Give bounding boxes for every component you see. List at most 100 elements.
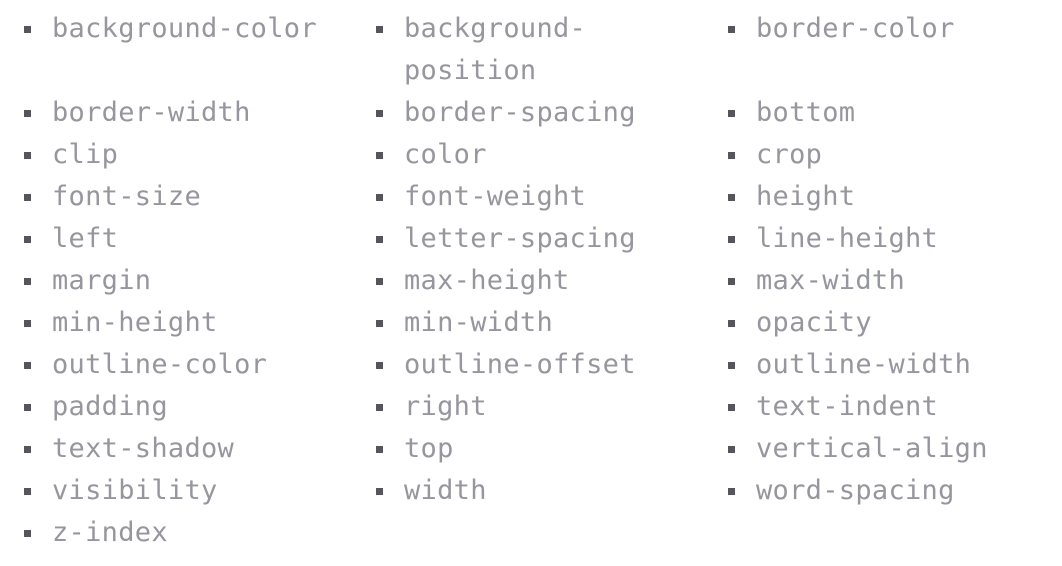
list-item: font-weight bbox=[372, 176, 724, 218]
list-item: color bbox=[372, 134, 724, 176]
property-name: background-color bbox=[52, 13, 317, 44]
property-name: padding bbox=[52, 391, 168, 422]
list-item: background-color bbox=[20, 8, 372, 92]
property-name: color bbox=[404, 139, 487, 170]
property-name: margin bbox=[52, 265, 152, 296]
list-item: max-height bbox=[372, 260, 724, 302]
bullet-icon bbox=[728, 404, 735, 411]
bullet-icon bbox=[24, 194, 31, 201]
bullet-icon bbox=[376, 26, 383, 33]
list-item: margin bbox=[20, 260, 372, 302]
property-name: left bbox=[52, 223, 119, 254]
property-name: border-color bbox=[756, 13, 955, 44]
bullet-icon bbox=[24, 488, 31, 495]
bullet-icon bbox=[24, 278, 31, 285]
list-item: border-spacing bbox=[372, 92, 724, 134]
bullet-icon bbox=[376, 236, 383, 243]
list-item: opacity bbox=[724, 302, 1050, 344]
bullet-icon bbox=[376, 320, 383, 327]
property-name: width bbox=[404, 475, 487, 506]
bullet-icon bbox=[728, 194, 735, 201]
bullet-icon bbox=[728, 446, 735, 453]
property-name: bottom bbox=[756, 97, 856, 128]
list-item: clip bbox=[20, 134, 372, 176]
bullet-icon bbox=[376, 404, 383, 411]
bullet-icon bbox=[728, 488, 735, 495]
bullet-icon bbox=[728, 362, 735, 369]
bullet-icon bbox=[376, 446, 383, 453]
bullet-icon bbox=[376, 110, 383, 117]
list-item: top bbox=[372, 428, 724, 470]
list-item: background-position bbox=[372, 8, 724, 92]
list-item: vertical-align bbox=[724, 428, 1050, 470]
list-item: min-width bbox=[372, 302, 724, 344]
list-item: font-size bbox=[20, 176, 372, 218]
list-item: line-height bbox=[724, 218, 1050, 260]
list-item: letter-spacing bbox=[372, 218, 724, 260]
bullet-icon bbox=[24, 362, 31, 369]
property-name: crop bbox=[756, 139, 823, 170]
property-name: height bbox=[756, 181, 856, 212]
list-item: bottom bbox=[724, 92, 1050, 134]
bullet-icon bbox=[24, 530, 31, 537]
bullet-icon bbox=[728, 320, 735, 327]
bullet-icon bbox=[24, 26, 31, 33]
bullet-icon bbox=[376, 278, 383, 285]
property-name: visibility bbox=[52, 475, 218, 506]
property-name: outline-width bbox=[756, 349, 972, 380]
property-name: z-index bbox=[52, 517, 168, 548]
list-item: text-indent bbox=[724, 386, 1050, 428]
property-name: border-spacing bbox=[404, 97, 636, 128]
list-item: border-color bbox=[724, 8, 1050, 92]
property-name: vertical-align bbox=[756, 433, 988, 464]
bullet-icon bbox=[728, 26, 735, 33]
list-item: visibility bbox=[20, 470, 372, 512]
property-name: font-size bbox=[52, 181, 201, 212]
list-item: right bbox=[372, 386, 724, 428]
bullet-icon bbox=[376, 488, 383, 495]
property-name: outline-color bbox=[52, 349, 268, 380]
bullet-icon bbox=[24, 236, 31, 243]
list-item: height bbox=[724, 176, 1050, 218]
property-name: opacity bbox=[756, 307, 872, 338]
property-name: font-weight bbox=[404, 181, 587, 212]
bullet-icon bbox=[24, 404, 31, 411]
list-item: outline-width bbox=[724, 344, 1050, 386]
property-name: max-width bbox=[756, 265, 905, 296]
property-name: word-spacing bbox=[756, 475, 955, 506]
property-name: min-height bbox=[52, 307, 218, 338]
list-item: width bbox=[372, 470, 724, 512]
property-name: line-height bbox=[756, 223, 939, 254]
list-item: border-width bbox=[20, 92, 372, 134]
bullet-icon bbox=[728, 152, 735, 159]
list-item: padding bbox=[20, 386, 372, 428]
property-name: letter-spacing bbox=[404, 223, 636, 254]
bullet-icon bbox=[376, 194, 383, 201]
list-item: z-index bbox=[20, 512, 372, 554]
list-item: crop bbox=[724, 134, 1050, 176]
bullet-icon bbox=[376, 152, 383, 159]
property-name: text-indent bbox=[756, 391, 939, 422]
property-name: max-height bbox=[404, 265, 570, 296]
bullet-icon bbox=[376, 362, 383, 369]
bullet-icon bbox=[24, 110, 31, 117]
property-name: background-position bbox=[404, 13, 587, 86]
property-name: clip bbox=[52, 139, 119, 170]
list-item: outline-offset bbox=[372, 344, 724, 386]
bullet-icon bbox=[728, 110, 735, 117]
property-name: text-shadow bbox=[52, 433, 235, 464]
list-item: max-width bbox=[724, 260, 1050, 302]
list-item: min-height bbox=[20, 302, 372, 344]
list-item: left bbox=[20, 218, 372, 260]
bullet-icon bbox=[728, 278, 735, 285]
property-name: top bbox=[404, 433, 454, 464]
property-name: min-width bbox=[404, 307, 553, 338]
bullet-icon bbox=[728, 236, 735, 243]
list-item: outline-color bbox=[20, 344, 372, 386]
list-item: text-shadow bbox=[20, 428, 372, 470]
list-item: word-spacing bbox=[724, 470, 1050, 512]
bullet-icon bbox=[24, 152, 31, 159]
property-name: right bbox=[404, 391, 487, 422]
property-name: outline-offset bbox=[404, 349, 636, 380]
bullet-icon bbox=[24, 446, 31, 453]
